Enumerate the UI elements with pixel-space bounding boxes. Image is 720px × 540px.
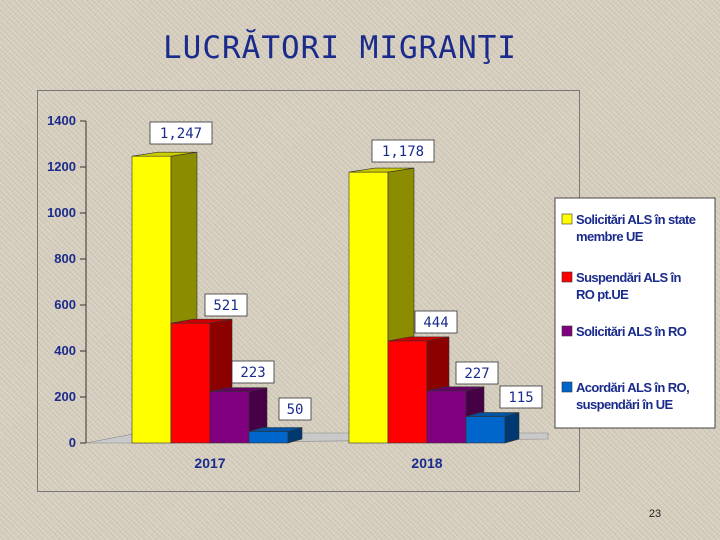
bar-top xyxy=(170,318,233,324)
data-label: 50 xyxy=(287,402,304,418)
data-label: 444 xyxy=(423,315,448,331)
y-tick-label: 200 xyxy=(54,389,76,404)
bar-front xyxy=(248,431,289,444)
bar-top xyxy=(426,386,485,392)
bar-top xyxy=(387,336,450,342)
legend-box xyxy=(554,197,716,429)
bar-front xyxy=(387,340,428,444)
y-tick-label: 800 xyxy=(54,251,76,266)
data-label: 1,178 xyxy=(382,144,424,160)
data-label-box xyxy=(149,121,213,145)
data-label: 115 xyxy=(508,390,533,406)
bar-front xyxy=(131,155,172,444)
x-tick-label: 2018 xyxy=(411,455,442,471)
legend-label: Suspendări ALS în xyxy=(576,270,682,285)
legend-label: Solicitări ALS în state xyxy=(576,212,696,227)
data-label: 227 xyxy=(464,366,489,382)
bar-top xyxy=(348,167,415,173)
data-label-box xyxy=(455,361,499,385)
data-label-box xyxy=(231,360,275,384)
y-tick-label: 0 xyxy=(69,435,76,450)
bar-front xyxy=(465,416,506,444)
y-tick-label: 400 xyxy=(54,343,76,358)
y-tick-label: 1000 xyxy=(47,205,76,220)
x-tick-label: 2017 xyxy=(194,455,225,471)
page-number: 23 xyxy=(648,508,662,520)
legend-swatch xyxy=(561,271,573,283)
data-label-box xyxy=(204,293,248,317)
bar-side xyxy=(504,412,520,444)
data-label: 521 xyxy=(213,298,238,314)
data-label-box xyxy=(414,310,458,334)
legend-label: RO pt.UE xyxy=(576,287,629,302)
legend-label: suspendări în UE xyxy=(576,397,674,412)
bar-top xyxy=(465,412,520,417)
data-label-box xyxy=(371,139,435,163)
legend-label: Solicitări ALS în RO xyxy=(576,324,687,339)
legend-label: membre UE xyxy=(576,229,644,244)
bar-front xyxy=(209,391,250,444)
legend-swatch xyxy=(561,381,573,393)
legend-label: Acordări ALS în RO, xyxy=(576,380,689,395)
bar-front xyxy=(348,171,389,444)
data-label-box xyxy=(499,385,543,409)
data-label: 1,247 xyxy=(160,126,202,142)
legend-swatch xyxy=(561,325,573,337)
y-tick-label: 1200 xyxy=(47,159,76,174)
y-tick-label: 600 xyxy=(54,297,76,312)
bar-front xyxy=(170,322,211,444)
y-tick-label: 1400 xyxy=(47,113,76,128)
legend-swatch xyxy=(561,213,573,225)
slide-title: LUCRĂTORI MIGRANŢI xyxy=(163,30,517,66)
bar-front xyxy=(426,390,467,444)
bar-top xyxy=(209,387,268,393)
bar-top xyxy=(131,151,198,157)
data-label: 223 xyxy=(240,365,265,381)
data-label-box xyxy=(278,397,312,421)
bar-top xyxy=(248,427,303,432)
